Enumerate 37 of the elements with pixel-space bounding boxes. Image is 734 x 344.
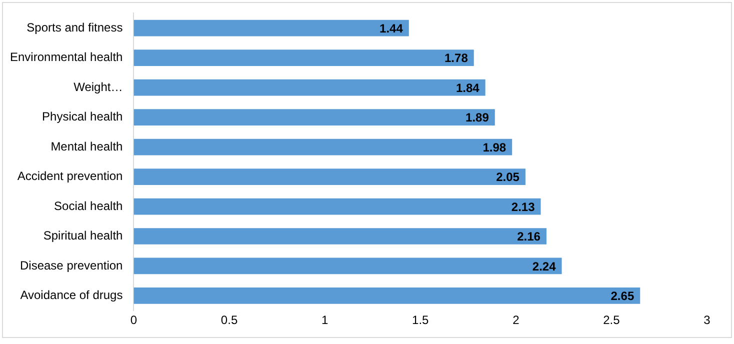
bar (134, 20, 409, 36)
y-tick-label: Sports and fitness (26, 20, 123, 34)
x-tick-label: 1 (321, 313, 328, 328)
data-label: 2.16 (517, 230, 541, 244)
x-tick-label: 2.5 (603, 313, 620, 328)
bar (134, 168, 526, 185)
data-label: 1.44 (380, 21, 404, 36)
data-label: 2.65 (610, 289, 634, 304)
data-label: 1.89 (466, 110, 490, 125)
y-tick-label: Physical health (42, 110, 123, 124)
data-label: 1.78 (444, 51, 468, 66)
y-tick-label: Accident prevention (17, 169, 123, 184)
bar (134, 79, 486, 96)
bar (134, 109, 495, 126)
data-label: 2.13 (511, 200, 536, 214)
x-tick-label: 0 (130, 313, 138, 328)
data-label: 2.05 (496, 170, 520, 184)
data-label: 2.24 (532, 259, 556, 274)
data-label: 1.98 (482, 140, 506, 154)
x-tick-label: 0.5 (220, 313, 238, 328)
data-label: 1.84 (456, 80, 480, 95)
y-tick-label: Mental health (50, 139, 123, 154)
x-tick-label: 1.5 (412, 313, 430, 328)
y-tick-label: Spiritual health (43, 228, 123, 243)
y-tick-label: Social health (54, 198, 123, 213)
bar (134, 50, 474, 66)
bar (134, 288, 640, 304)
x-tick-label: 2 (512, 313, 520, 328)
y-tick-label: Disease prevention (20, 258, 123, 272)
x-tick-label: 3 (704, 313, 711, 328)
bar (134, 138, 512, 156)
y-tick-label: Environmental health (10, 50, 123, 64)
bar (134, 228, 546, 244)
y-tick-label: Avoidance of drugs (20, 288, 123, 302)
y-tick-label: Weight… (74, 80, 123, 94)
bar (134, 198, 541, 215)
bar (134, 258, 562, 274)
